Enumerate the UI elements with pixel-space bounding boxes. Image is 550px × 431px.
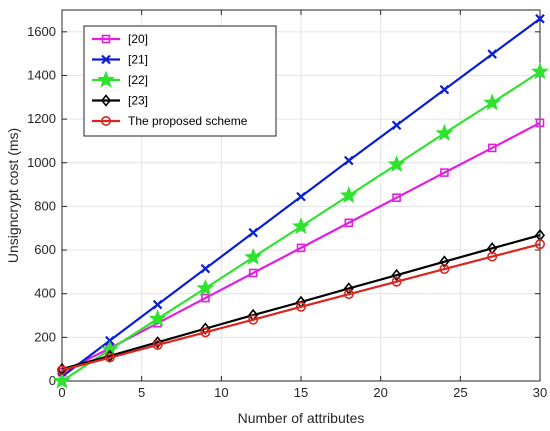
legend-item: [20] (92, 32, 148, 46)
legend-item: The proposed scheme (92, 114, 248, 128)
marker-x (152, 299, 163, 310)
x-tick-label: 25 (453, 385, 467, 400)
series-2 (53, 62, 549, 389)
marker-x (439, 84, 450, 95)
legend-label: [23] (128, 94, 148, 108)
marker-star (244, 247, 263, 265)
marker-diamond (487, 242, 498, 255)
y-tick-label: 600 (34, 242, 56, 257)
marker-star (483, 93, 502, 111)
marker-circle (439, 264, 450, 275)
y-tick-label: 400 (34, 286, 56, 301)
marker-circle (56, 365, 67, 376)
marker-circle (248, 314, 259, 325)
y-tick-label: 1400 (27, 67, 56, 82)
x-tick-label: 30 (533, 385, 547, 400)
marker-x (200, 263, 211, 274)
marker-star (196, 278, 215, 296)
marker-diamond (391, 268, 402, 282)
marker-star (97, 70, 115, 88)
legend-label: The proposed scheme (128, 114, 248, 128)
marker-circle (152, 339, 163, 350)
series-4 (56, 239, 545, 376)
legend-label: [22] (128, 73, 148, 87)
marker-star (339, 186, 358, 204)
x-tick-label: 5 (138, 385, 145, 400)
y-tick-label: 1000 (27, 155, 56, 170)
y-tick-label: 1200 (27, 111, 56, 126)
marker-square (344, 218, 354, 228)
marker-x (248, 227, 258, 238)
marker-x (344, 155, 354, 166)
marker-circle (200, 327, 211, 338)
marker-x (101, 54, 111, 65)
axes: 0 5 10 15 20 25 30 0 200 400 600 800 1000 1200 1400 160… (27, 9, 547, 400)
marker-square (487, 143, 497, 153)
x-tick-label: 15 (294, 385, 308, 400)
legend-item: [23] (92, 94, 148, 108)
marker-star (435, 123, 454, 141)
x-axis-label: Number of attributes (238, 410, 365, 426)
legend-label: [20] (128, 32, 148, 46)
legend-item: [21] (92, 53, 148, 67)
marker-square (101, 34, 111, 44)
marker-square (440, 168, 449, 177)
y-tick-label: 200 (34, 329, 56, 344)
marker-x (535, 13, 545, 24)
marker-circle (487, 251, 498, 262)
x-tick-label: 10 (214, 385, 228, 400)
x-tick-label: 20 (373, 385, 387, 400)
legend-item: [22] (92, 70, 148, 88)
series-line (61, 243, 541, 372)
marker-square (201, 293, 210, 303)
marker-circle (534, 239, 545, 250)
series-line (61, 121, 541, 374)
marker-diamond (152, 336, 163, 349)
marker-circle (104, 352, 115, 363)
marker-star (387, 155, 406, 173)
x-tick-label: 0 (58, 385, 65, 400)
y-axis-label: Unsigncrypt cost (ms) (5, 128, 21, 263)
y-tick-label: 0 (49, 373, 56, 388)
marker-diamond (200, 322, 211, 335)
y-tick-label: 800 (34, 198, 56, 213)
marker-star (531, 62, 549, 80)
marker-circle (295, 301, 306, 312)
marker-x (487, 49, 497, 59)
marker-x (391, 120, 402, 131)
marker-x (296, 191, 306, 202)
grid (61, 10, 541, 382)
marker-square (535, 118, 545, 128)
marker-star (292, 217, 310, 235)
marker-circle (391, 276, 402, 287)
marker-square (248, 268, 258, 278)
marker-diamond (100, 94, 112, 107)
marker-square (296, 243, 306, 253)
y-tick-label: 1600 (27, 24, 56, 39)
marker-star (148, 309, 167, 327)
marker-circle (343, 289, 354, 300)
marker-square (392, 193, 401, 202)
legend: [20] [21] [22] [23] The proposed scheme (83, 25, 277, 137)
series-layer (53, 13, 549, 389)
marker-star (53, 371, 71, 389)
marker-diamond (439, 255, 450, 268)
legend-label: [21] (128, 53, 148, 67)
series-1 (57, 13, 545, 382)
marker-circle (101, 116, 112, 127)
